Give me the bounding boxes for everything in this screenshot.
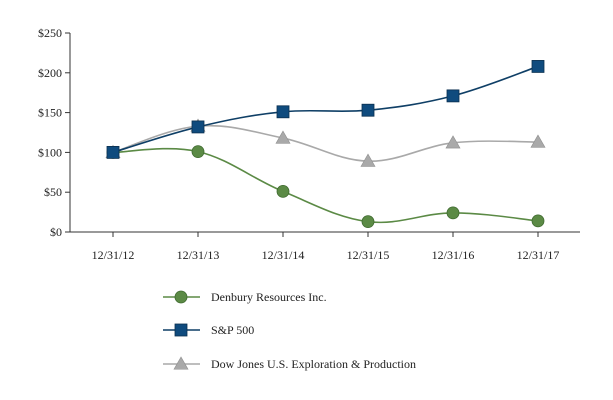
x-tick-label: 12/31/15 [347, 248, 390, 262]
y-tick-label: $150 [38, 106, 62, 120]
legend-marker-1 [174, 323, 188, 337]
data-point-series-1-4 [446, 89, 460, 103]
data-point-series-1-5 [531, 60, 545, 73]
chart-axes [69, 33, 580, 233]
data-point-series-1-2 [276, 105, 290, 119]
legend: Denbury Resources Inc. S&P 500 Dow Jones U… [163, 290, 416, 371]
legend-label-1: S&P 500 [211, 323, 254, 337]
series-line-2 [112, 124, 539, 162]
data-point-series-2-3 [360, 153, 376, 167]
y-tick-label: $250 [38, 26, 62, 40]
data-point-series-0-2 [276, 185, 290, 198]
series-markers [105, 60, 546, 229]
data-point-series-2-2 [275, 130, 291, 144]
series-line-1 [112, 65, 539, 154]
x-tick-label: 12/31/14 [262, 248, 305, 262]
data-point-series-0-1 [191, 145, 205, 159]
y-tick-label: $50 [44, 185, 62, 199]
data-point-series-1-1 [191, 120, 205, 134]
data-point-series-2-5 [530, 134, 546, 148]
x-tick-label: 12/31/13 [177, 248, 220, 262]
x-tick-label: 12/31/17 [517, 248, 560, 262]
data-point-series-0-5 [531, 214, 545, 228]
legend-label-0: Denbury Resources Inc. [211, 290, 327, 304]
legend-marker-0 [174, 290, 188, 304]
chart-ticks: $0 $50 $100 $150 $200 $250 12/31/12 12/31/13 12/… [38, 26, 559, 262]
x-tick-label: 12/31/12 [92, 248, 135, 262]
data-point-series-2-4 [445, 135, 461, 149]
data-point-series-1-3 [361, 103, 375, 117]
data-point-series-1-0 [106, 145, 120, 159]
y-tick-label: $200 [38, 66, 62, 80]
data-point-series-0-3 [361, 215, 375, 229]
series-line-0 [112, 147, 539, 224]
series-lines [112, 65, 539, 224]
data-point-series-0-4 [446, 206, 460, 220]
x-tick-label: 12/31/16 [432, 248, 475, 262]
y-tick-label: $0 [50, 225, 62, 239]
y-tick-label: $100 [38, 145, 62, 159]
legend-label-2: Dow Jones U.S. Exploration & Production [211, 357, 416, 371]
legend-marker-2 [173, 356, 189, 370]
